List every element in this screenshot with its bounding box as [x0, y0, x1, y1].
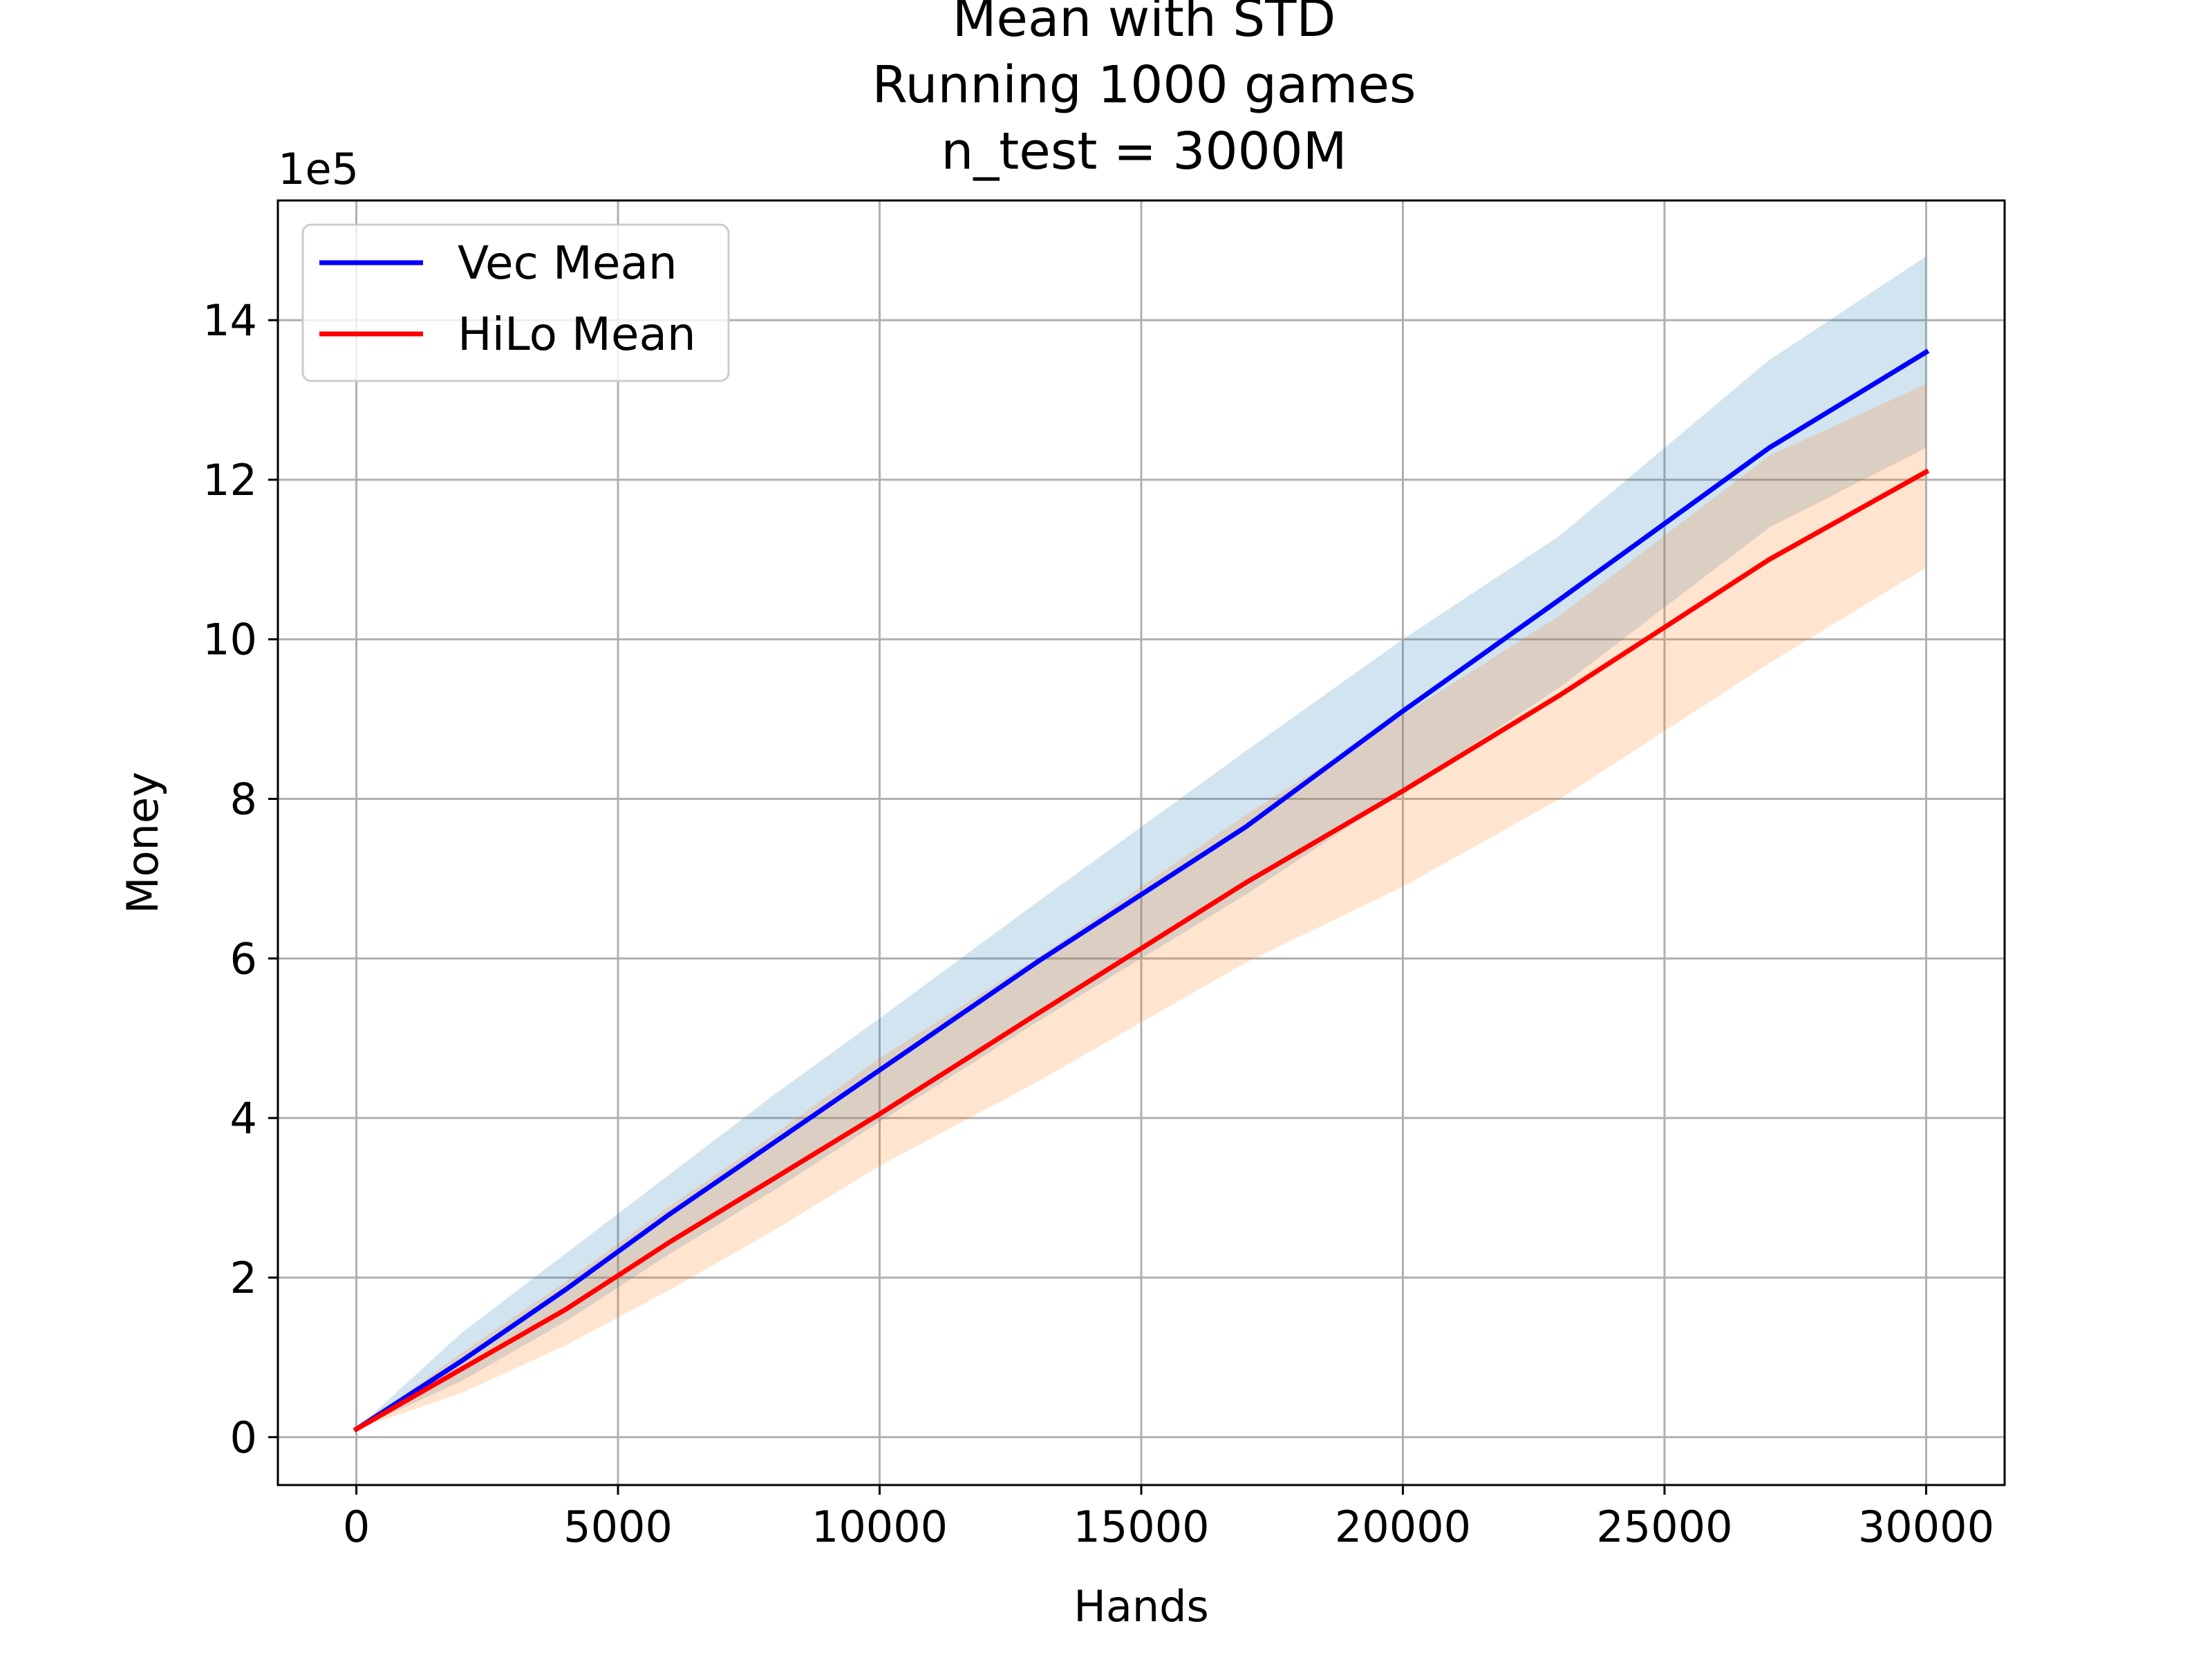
chart-title-line-3: n_test = 3000M [941, 122, 1347, 181]
x-axis-label: Hands [1074, 1581, 1209, 1632]
x-tick-label: 15000 [1073, 1502, 1209, 1552]
mean-line-hilo [353, 468, 1930, 1432]
y-tick-label: 14 [203, 295, 257, 346]
y-tick-label: 12 [203, 455, 257, 505]
y-tick-label: 2 [230, 1253, 257, 1303]
x-tick-label: 30000 [1858, 1502, 1994, 1552]
y-tick-label: 8 [230, 774, 257, 825]
legend: Vec Mean HiLo Mean [301, 223, 730, 382]
legend-label-vec-mean: Vec Mean [458, 236, 677, 290]
tick-layer: 0 5000 10000 15000 20000 25000 30000 0 2 4 6 8 10 12 1… [203, 295, 1994, 1552]
x-tick-label: 10000 [812, 1502, 948, 1552]
y-tick-label: 4 [230, 1093, 257, 1143]
x-tick-label: 5000 [563, 1502, 673, 1552]
y-tick-label: 6 [230, 933, 257, 984]
y-axis-label: Money [118, 772, 168, 914]
mean-line-layer [353, 348, 1930, 1433]
std-band-hilo [356, 384, 1927, 1430]
chart-title-line-1: Mean with STD [953, 0, 1336, 48]
chart-title-line-2: Running 1000 games [872, 55, 1416, 115]
std-band-vec [356, 256, 1927, 1430]
y-axis-offset-label: 1e5 [278, 144, 359, 194]
x-tick-label: 20000 [1335, 1502, 1471, 1552]
y-tick-label: 0 [230, 1412, 257, 1463]
std-band-layer [356, 256, 1927, 1430]
mean-line-vec [353, 348, 1930, 1433]
legend-label-hilo-mean: HiLo Mean [458, 308, 696, 361]
x-tick-label: 25000 [1596, 1502, 1732, 1552]
grid-layer [278, 200, 2005, 1485]
x-tick-label: 0 [343, 1502, 370, 1552]
y-tick-label: 10 [203, 615, 257, 665]
